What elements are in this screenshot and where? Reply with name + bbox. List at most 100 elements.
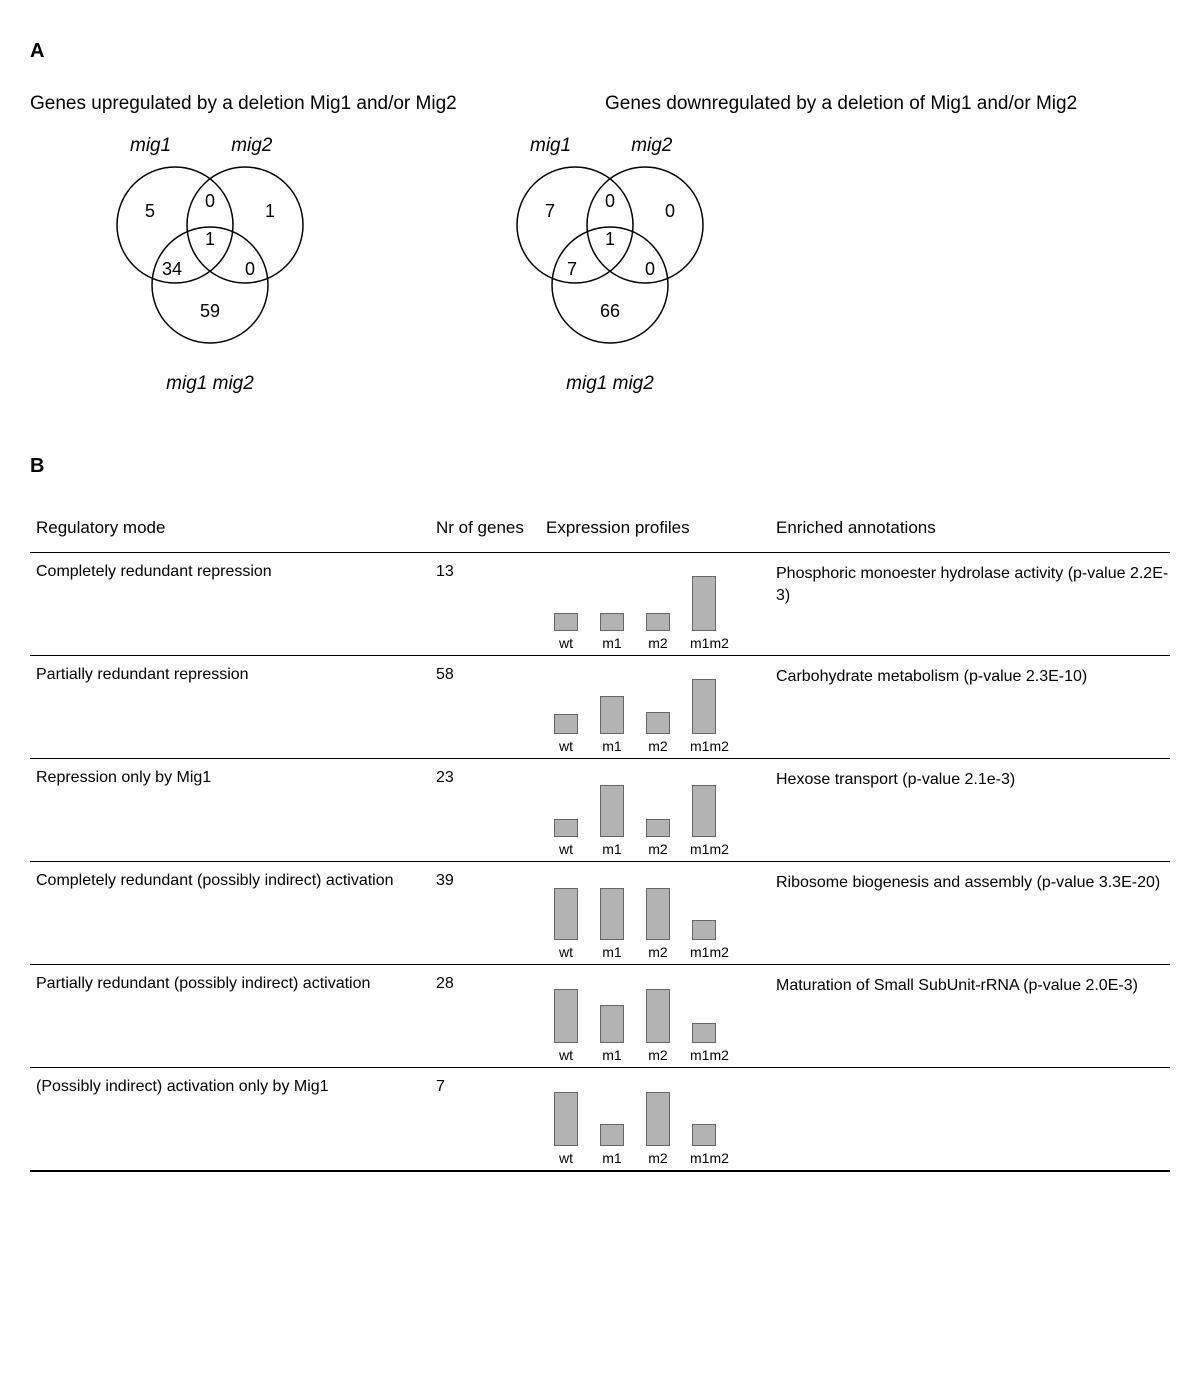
- bar: [646, 989, 670, 1043]
- bar-label: m1: [598, 841, 626, 857]
- bar: [646, 1092, 670, 1146]
- bar-label: m1m2: [690, 1047, 718, 1063]
- expression-profile-chart: wtm1m2m1m2: [546, 767, 746, 859]
- cell-profile: wtm1m2m1m2: [546, 767, 776, 859]
- bar-label: m2: [644, 1150, 672, 1166]
- cell-genes: 23: [436, 767, 546, 859]
- cell-mode: Partially redundant repression: [30, 664, 436, 756]
- cell-mode: Repression only by Mig1: [30, 767, 436, 859]
- svg-text:1: 1: [605, 229, 615, 249]
- table-row: Partially redundant repression58wtm1m2m1…: [30, 655, 1170, 758]
- cell-genes: 7: [436, 1076, 546, 1168]
- bar-label: m1m2: [690, 1150, 718, 1166]
- cell-annot: Ribosome biogenesis and assembly (p-valu…: [776, 870, 1170, 962]
- bar-label: wt: [552, 635, 580, 651]
- cell-mode: Partially redundant (possibly indirect) …: [30, 973, 436, 1065]
- venn-right-mig1mig2-label: mig1 mig2: [460, 373, 760, 395]
- expression-profile-chart: wtm1m2m1m2: [546, 664, 746, 756]
- venn-right: mig1 mig2 7 0 0 1 7 0 66 mig1 mig2: [480, 135, 760, 395]
- cell-profile: wtm1m2m1m2: [546, 664, 776, 756]
- cell-mode: (Possibly indirect) activation only by M…: [30, 1076, 436, 1168]
- venn-left-mig2-label: mig2: [231, 135, 272, 157]
- svg-text:5: 5: [145, 201, 155, 221]
- bar-label: m2: [644, 738, 672, 754]
- header-profile: Expression profiles: [546, 518, 776, 538]
- bar-label: wt: [552, 1150, 580, 1166]
- table-row: (Possibly indirect) activation only by M…: [30, 1067, 1170, 1172]
- expression-profile-chart: wtm1m2m1m2: [546, 973, 746, 1065]
- bar-label: m1: [598, 1047, 626, 1063]
- bar: [600, 696, 624, 734]
- bar-label: m2: [644, 1047, 672, 1063]
- table-row: Partially redundant (possibly indirect) …: [30, 964, 1170, 1067]
- cell-annot: Hexose transport (p-value 2.1e-3): [776, 767, 1170, 859]
- venn-left-svg: 5 1 0 1 34 0 59: [80, 135, 360, 395]
- downregulated-title: Genes downregulated by a deletion of Mig…: [605, 93, 1077, 115]
- cell-genes: 39: [436, 870, 546, 962]
- svg-text:34: 34: [162, 259, 182, 279]
- bar-label: m1m2: [690, 841, 718, 857]
- bar-label: m1: [598, 944, 626, 960]
- svg-text:1: 1: [265, 201, 275, 221]
- venn-left-mig1mig2-label: mig1 mig2: [60, 373, 360, 395]
- bar: [692, 576, 716, 631]
- regulatory-table: Regulatory mode Nr of genes Expression p…: [30, 508, 1170, 1172]
- bar-label: m2: [644, 944, 672, 960]
- header-annot: Enriched annotations: [776, 518, 1170, 538]
- svg-text:7: 7: [567, 259, 577, 279]
- table-row: Completely redundant (possibly indirect)…: [30, 861, 1170, 964]
- svg-text:66: 66: [600, 301, 620, 321]
- bar: [554, 819, 578, 837]
- cell-annot: Phosphoric monoester hydrolase activity …: [776, 561, 1170, 653]
- panel-a-letter: A: [30, 40, 1170, 63]
- table-row: Repression only by Mig123wtm1m2m1m2Hexos…: [30, 758, 1170, 861]
- bar: [646, 613, 670, 631]
- bar-label: wt: [552, 738, 580, 754]
- panel-b-letter: B: [30, 455, 1170, 478]
- bar-label: wt: [552, 841, 580, 857]
- bar: [554, 613, 578, 631]
- table-header: Regulatory mode Nr of genes Expression p…: [30, 508, 1170, 552]
- cell-annot: [776, 1076, 1170, 1168]
- bar: [692, 920, 716, 940]
- cell-genes: 58: [436, 664, 546, 756]
- cell-profile: wtm1m2m1m2: [546, 1076, 776, 1168]
- expression-profile-chart: wtm1m2m1m2: [546, 870, 746, 962]
- bar: [600, 785, 624, 837]
- svg-text:0: 0: [645, 259, 655, 279]
- bar-label: m1: [598, 1150, 626, 1166]
- bar: [692, 1124, 716, 1146]
- bar: [600, 1005, 624, 1043]
- header-mode: Regulatory mode: [30, 518, 436, 538]
- cell-mode: Completely redundant (possibly indirect)…: [30, 870, 436, 962]
- venn-right-mig2-label: mig2: [631, 135, 672, 157]
- bar: [600, 888, 624, 940]
- bar-label: m1m2: [690, 738, 718, 754]
- bar: [646, 888, 670, 940]
- cell-annot: Maturation of Small SubUnit-rRNA (p-valu…: [776, 973, 1170, 1065]
- bar: [692, 785, 716, 837]
- bar: [646, 712, 670, 734]
- bar: [554, 888, 578, 940]
- svg-text:59: 59: [200, 301, 220, 321]
- svg-text:0: 0: [605, 191, 615, 211]
- venn-right-svg: 7 0 0 1 7 0 66: [480, 135, 760, 395]
- expression-profile-chart: wtm1m2m1m2: [546, 561, 746, 653]
- header-genes: Nr of genes: [436, 518, 546, 538]
- cell-mode: Completely redundant repression: [30, 561, 436, 653]
- svg-text:0: 0: [205, 191, 215, 211]
- bar: [646, 819, 670, 837]
- bar: [600, 1124, 624, 1146]
- bar-label: m1: [598, 635, 626, 651]
- cell-annot: Carbohydrate metabolism (p-value 2.3E-10…: [776, 664, 1170, 756]
- venn-left: mig1 mig2 5 1 0 1 34 0 59 mig1 mig2: [80, 135, 360, 395]
- bar: [554, 1092, 578, 1146]
- cell-genes: 13: [436, 561, 546, 653]
- bar-label: m2: [644, 635, 672, 651]
- svg-text:0: 0: [665, 201, 675, 221]
- venn-left-mig1-label: mig1: [130, 135, 171, 157]
- cell-profile: wtm1m2m1m2: [546, 870, 776, 962]
- bar: [554, 989, 578, 1043]
- bar: [554, 714, 578, 734]
- bar-label: m1m2: [690, 635, 718, 651]
